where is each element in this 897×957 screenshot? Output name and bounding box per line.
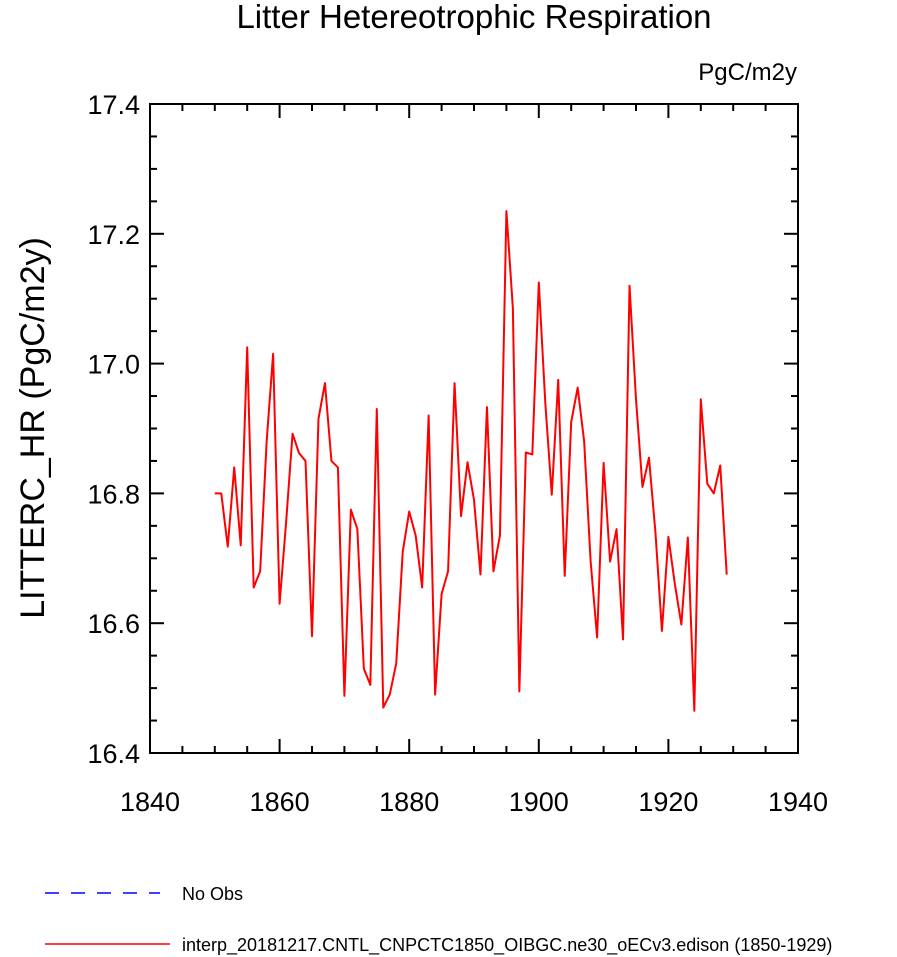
y-tick-label: 17.0 bbox=[87, 350, 140, 380]
x-tick-label: 1940 bbox=[768, 787, 828, 817]
units-label: PgC/m2y bbox=[698, 59, 797, 86]
x-tick-label: 1860 bbox=[250, 787, 310, 817]
y-axis-label: LITTERC_HR (PgC/m2y) bbox=[14, 237, 52, 619]
x-tick-label: 1900 bbox=[509, 787, 569, 817]
legend-label-no-obs: No Obs bbox=[182, 884, 243, 904]
y-tick-label: 16.8 bbox=[87, 479, 140, 509]
legend: No Obs interp_20181217.CNTL_CNPCTC1850_O… bbox=[45, 884, 832, 956]
x-tick-label: 1920 bbox=[638, 787, 698, 817]
y-tick-label: 17.4 bbox=[87, 90, 140, 120]
x-tick-label: 1840 bbox=[120, 787, 180, 817]
y-tick-label: 17.2 bbox=[87, 220, 140, 250]
axis-tick-labels: 1840 1860 1880 1900 1920 1940 16.4 16.6 16.8 17.0… bbox=[87, 90, 828, 817]
y-tick-label: 16.4 bbox=[87, 739, 140, 769]
chart-title: Litter Hetereotrophic Respiration bbox=[236, 0, 711, 35]
series-lines bbox=[214, 210, 728, 712]
legend-label-model: interp_20181217.CNTL_CNPCTC1850_OIBGC.ne… bbox=[182, 935, 832, 956]
plot-frame bbox=[149, 103, 799, 754]
y-tick-label: 16.6 bbox=[87, 609, 140, 639]
x-tick-label: 1880 bbox=[379, 787, 439, 817]
series-line-0 bbox=[214, 210, 728, 712]
